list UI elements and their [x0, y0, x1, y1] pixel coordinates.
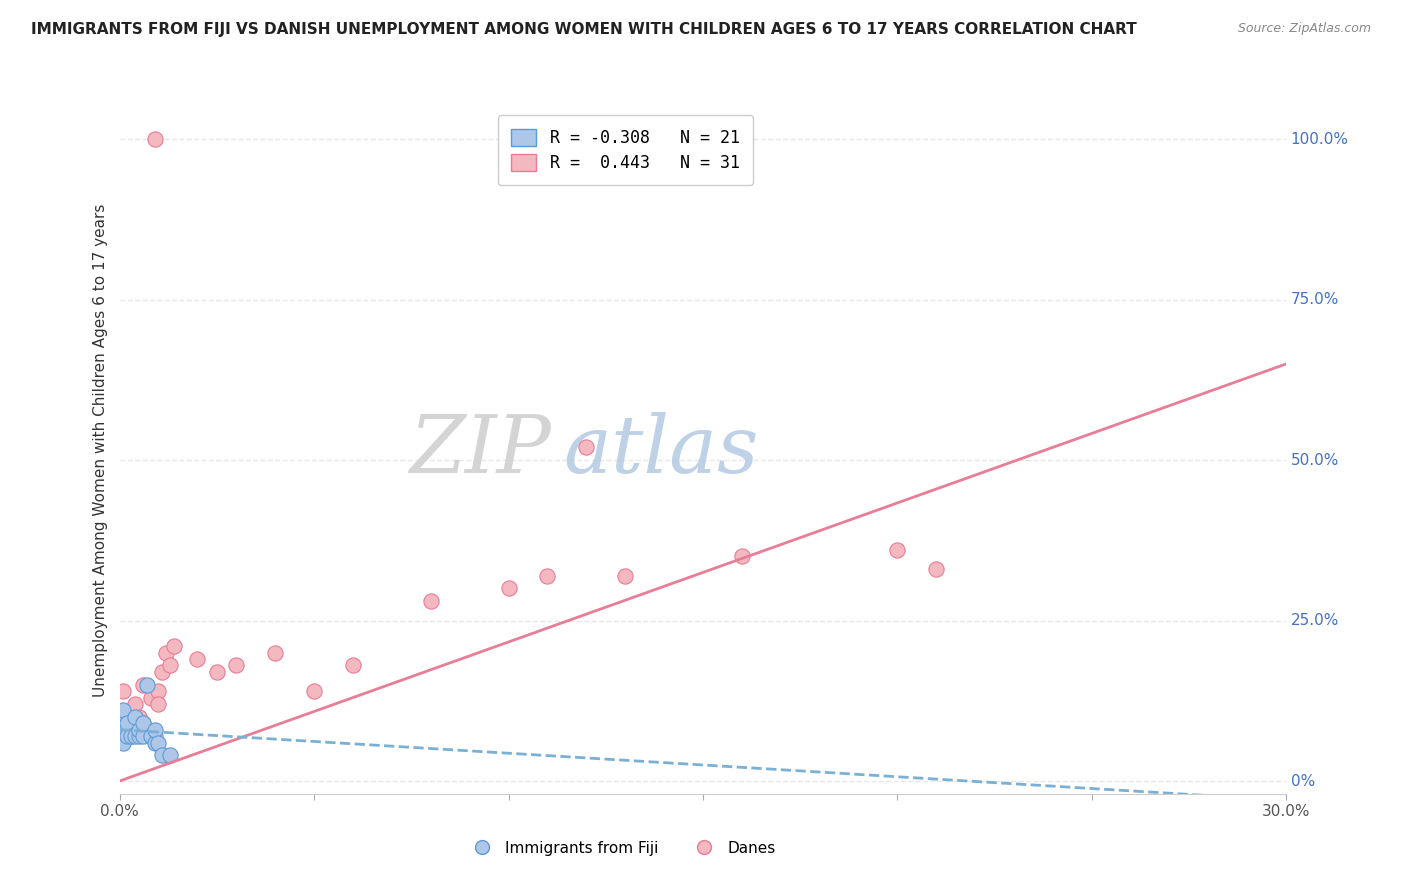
Point	[124, 710, 146, 724]
Point	[143, 132, 166, 146]
Text: 100.0%: 100.0%	[1291, 132, 1348, 146]
Point	[575, 440, 598, 454]
Point	[148, 735, 170, 749]
Point	[614, 568, 637, 582]
Point	[536, 568, 558, 582]
Point	[159, 748, 181, 763]
Y-axis label: Unemployment Among Women with Children Ages 6 to 17 years: Unemployment Among Women with Children A…	[93, 203, 108, 698]
Point	[117, 716, 139, 731]
Point	[108, 729, 131, 743]
Point	[225, 658, 247, 673]
Point	[108, 716, 131, 731]
Point	[264, 646, 287, 660]
Point	[112, 684, 135, 698]
Point	[139, 690, 162, 705]
Point	[143, 723, 166, 737]
Point	[132, 716, 155, 731]
Point	[886, 543, 908, 558]
Text: 75.0%: 75.0%	[1291, 292, 1339, 307]
Point	[132, 716, 155, 731]
Point	[150, 665, 173, 679]
Point	[925, 562, 948, 576]
Point	[150, 748, 173, 763]
Point	[143, 729, 166, 743]
Point	[135, 723, 157, 737]
Text: 25.0%: 25.0%	[1291, 613, 1339, 628]
Text: Source: ZipAtlas.com: Source: ZipAtlas.com	[1237, 22, 1371, 36]
Text: 50.0%: 50.0%	[1291, 452, 1339, 467]
Point	[128, 723, 150, 737]
Text: atlas: atlas	[562, 412, 758, 489]
Point	[112, 723, 135, 737]
Point	[186, 652, 208, 666]
Point	[342, 658, 364, 673]
Point	[419, 594, 441, 608]
Text: 0%: 0%	[1291, 773, 1315, 789]
Text: ZIP: ZIP	[409, 412, 551, 489]
Legend: Immigrants from Fiji, Danes: Immigrants from Fiji, Danes	[461, 835, 782, 862]
Point	[124, 697, 146, 711]
Point	[731, 549, 754, 564]
Point	[117, 716, 139, 731]
Point	[132, 678, 155, 692]
Point	[124, 729, 146, 743]
Point	[139, 729, 162, 743]
Point	[205, 665, 228, 679]
Point	[498, 582, 520, 596]
Point	[132, 729, 155, 743]
Point	[148, 697, 170, 711]
Text: IMMIGRANTS FROM FIJI VS DANISH UNEMPLOYMENT AMONG WOMEN WITH CHILDREN AGES 6 TO : IMMIGRANTS FROM FIJI VS DANISH UNEMPLOYM…	[31, 22, 1136, 37]
Point	[135, 678, 157, 692]
Point	[120, 729, 142, 743]
Point	[148, 684, 170, 698]
Point	[163, 639, 186, 653]
Point	[117, 729, 139, 743]
Point	[112, 735, 135, 749]
Point	[112, 723, 135, 737]
Point	[112, 703, 135, 717]
Point	[143, 735, 166, 749]
Point	[128, 729, 150, 743]
Point	[155, 646, 177, 660]
Point	[302, 684, 325, 698]
Point	[108, 729, 131, 743]
Point	[159, 658, 181, 673]
Point	[128, 710, 150, 724]
Point	[120, 729, 142, 743]
